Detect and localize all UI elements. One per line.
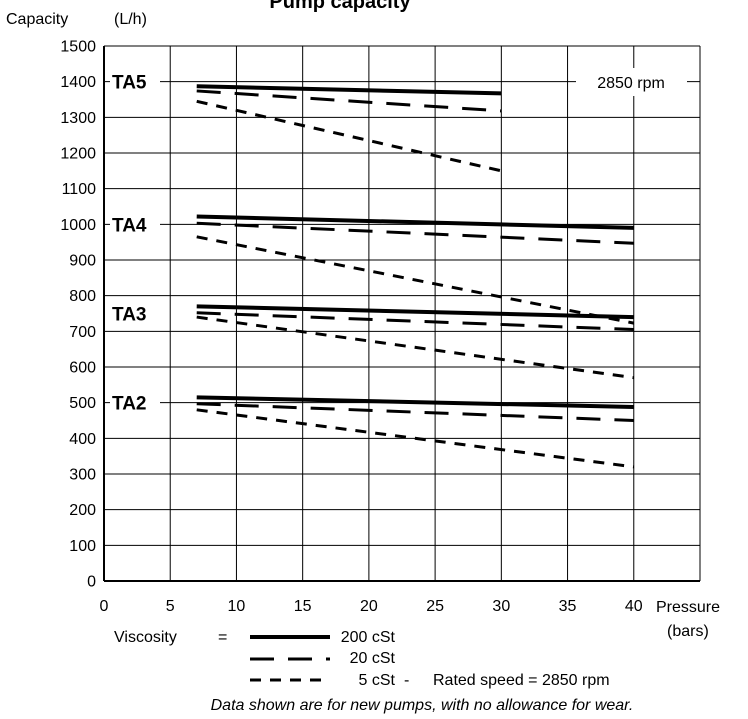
x-axis-label: Pressure: [656, 599, 720, 616]
x-tick-label: 15: [294, 598, 312, 615]
y-tick-label: 800: [69, 288, 96, 305]
series-ta3-200cst: [196, 304, 634, 320]
legend-separator: -: [404, 672, 409, 689]
series-ta4-200cst: [196, 214, 634, 230]
group-label-bg: [110, 389, 160, 416]
y-tick-label: 100: [69, 538, 96, 555]
x-tick-label: 40: [625, 598, 643, 615]
y-tick-label: 200: [69, 502, 96, 519]
x-tick-label: 0: [100, 598, 109, 615]
y-axis-unit: (L/h): [114, 11, 147, 28]
group-label-ta5: TA5: [112, 73, 147, 94]
legend-label-5cst: 5 cSt: [359, 672, 396, 689]
series-ta5-200cst: [196, 84, 502, 96]
y-tick-label: 300: [69, 467, 96, 484]
series-ta2-20cst: [196, 402, 634, 422]
y-tick-label: 0: [87, 574, 96, 591]
y-tick-label: 1300: [60, 110, 96, 127]
group-label-ta4: TA4: [112, 215, 147, 236]
footnote: Data shown are for new pumps, with no al…: [211, 697, 634, 714]
y-tick-label: 1500: [60, 39, 96, 56]
y-tick-label: 1200: [60, 146, 96, 163]
group-label-ta3: TA3: [112, 305, 146, 326]
legend: Viscosity = 200 cSt 20 cSt 5 cSt - Rated…: [114, 629, 610, 689]
y-axis-label: Capacity: [6, 11, 68, 28]
y-tick-label: 1000: [60, 217, 96, 234]
rated-speed-note: Rated speed = 2850 rpm: [433, 672, 610, 689]
legend-equals: =: [218, 629, 227, 646]
y-tick-label: 700: [69, 324, 96, 341]
x-tick-label: 10: [228, 598, 246, 615]
x-tick-label: 35: [559, 598, 577, 615]
series-ta3-5cst: [196, 315, 634, 380]
series-ta4-5cst: [196, 235, 635, 325]
y-tick-label: 900: [69, 253, 96, 270]
series-ta5-20cst: [196, 89, 502, 113]
group-label-bg: [110, 300, 160, 327]
grid: [103, 45, 701, 582]
legend-title: Viscosity: [114, 629, 177, 646]
group-label-bg: [110, 211, 160, 238]
y-tick-label: 600: [69, 360, 96, 377]
series-ta5-5cst: [196, 99, 502, 173]
x-tick-label: 5: [166, 598, 175, 615]
y-tick-label: 500: [69, 395, 96, 412]
x-axis-unit: (bars): [667, 623, 709, 640]
y-tick-label: 400: [69, 431, 96, 448]
series-ta2-5cst: [196, 408, 634, 469]
series-ta2-200cst: [196, 395, 634, 409]
x-tick-label: 25: [426, 598, 444, 615]
y-tick-label: 1400: [60, 74, 96, 91]
series-lines: TA5 TA4 TA3 TA2: [110, 68, 635, 469]
y-tick-label: 1100: [62, 181, 97, 198]
x-tick-label: 30: [492, 598, 510, 615]
speed-label: 2850 rpm: [597, 75, 665, 92]
legend-label-200cst: 200 cSt: [341, 629, 396, 646]
speed-label-box: [576, 68, 687, 96]
group-label-ta2: TA2: [112, 394, 146, 415]
series-ta4-20cst: [196, 221, 634, 245]
legend-label-20cst: 20 cSt: [350, 650, 396, 667]
series-ta3-20cst: [196, 311, 634, 332]
chart-title: Pump capacity: [269, 0, 411, 13]
axis-ticks: 0100200300400500600700800900100011001200…: [60, 39, 642, 616]
x-tick-label: 20: [360, 598, 378, 615]
group-label-bg: [110, 68, 160, 95]
